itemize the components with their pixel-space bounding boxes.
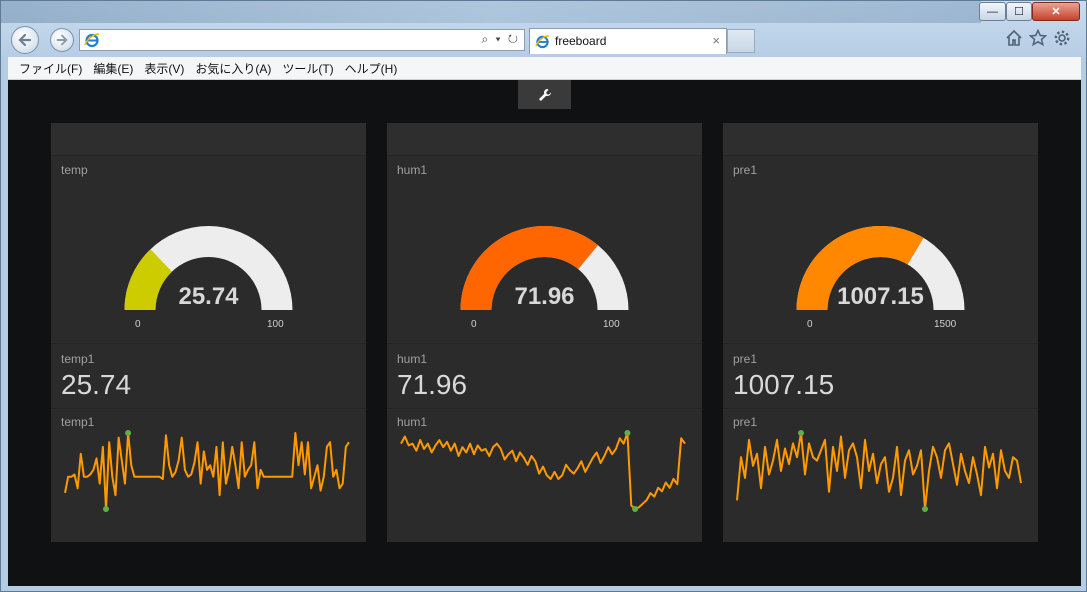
sparkline-title: hum1 — [397, 415, 428, 429]
menu-tools[interactable]: ツール(T) — [282, 61, 334, 76]
gear-icon[interactable] — [1053, 29, 1071, 52]
gauge-max: 100 — [267, 319, 284, 330]
menu-help[interactable]: ヘルプ(H) — [344, 61, 398, 76]
text-value: 71.96 — [397, 369, 468, 400]
gauge-fill — [796, 226, 924, 310]
star-icon[interactable] — [1028, 28, 1048, 52]
pane-header — [723, 123, 1038, 156]
minimize-button[interactable]: — — [979, 2, 1006, 21]
sparkline-hum — [400, 430, 686, 512]
menu-edit[interactable]: 編集(E) — [93, 61, 134, 76]
gauge-hum — [460, 226, 629, 310]
sparkline-max-marker — [798, 430, 804, 436]
freeboard-page: temp 25.74 0 100 temp1 25.74 temp1 hum1 … — [8, 80, 1081, 586]
sparkline-max-marker — [624, 430, 631, 436]
gauge-temp — [124, 226, 293, 310]
gauge-min: 0 — [807, 319, 813, 330]
sparkline-temp — [64, 430, 350, 512]
menu-bar: ファイル(F) 編集(E) 表示(V) お気に入り(A) ツール(T) ヘルプ(… — [8, 57, 1081, 80]
gauge-max: 100 — [603, 319, 620, 330]
gauge-min: 0 — [471, 319, 477, 330]
gauge-track — [124, 226, 293, 310]
sparkline-title: pre1 — [733, 415, 758, 429]
gauge-title: pre1 — [733, 163, 758, 177]
sparkline-max-marker — [125, 430, 132, 436]
gauge-title: hum1 — [397, 163, 428, 177]
gauge-value: 25.74 — [178, 283, 239, 310]
divider — [387, 408, 702, 409]
maximize-button[interactable]: ☐ — [1006, 2, 1032, 21]
sparkline-pre — [736, 430, 1022, 512]
text-title: pre1 — [733, 352, 758, 366]
divider — [387, 343, 702, 344]
tab-close-icon[interactable]: × — [712, 33, 720, 48]
sparkline-series — [736, 432, 1022, 510]
menu-view[interactable]: 表示(V) — [144, 61, 185, 76]
pane-hum: hum1 71.96 0 100 hum1 71.96 hum1 — [387, 123, 702, 542]
text-value: 1007.15 — [733, 369, 835, 400]
gauge-value: 71.96 — [514, 283, 575, 310]
divider — [723, 408, 1038, 409]
menu-file[interactable]: ファイル(F) — [19, 61, 83, 76]
gauge-min: 0 — [135, 319, 141, 330]
forward-button[interactable] — [50, 28, 74, 52]
address-bar[interactable]: ⌕ ▾ ↻ — [79, 29, 525, 51]
text-title: hum1 — [397, 352, 428, 366]
gauge-max: 1500 — [934, 319, 957, 330]
back-button[interactable] — [11, 26, 39, 54]
gauge-title: temp — [61, 163, 88, 177]
sparkline-min-marker — [922, 506, 928, 512]
new-tab-button[interactable] — [727, 29, 755, 53]
wrench-icon — [538, 88, 551, 101]
divider — [51, 408, 366, 409]
ie-logo-icon — [84, 33, 100, 48]
arrow-right-icon — [56, 34, 68, 46]
ie-logo-icon — [535, 35, 550, 49]
close-button[interactable]: ✕ — [1032, 2, 1080, 21]
divider — [51, 343, 366, 344]
gauge-fill — [460, 226, 598, 310]
divider — [723, 343, 1038, 344]
gauge-fill — [124, 249, 172, 310]
arrow-left-icon — [18, 33, 32, 47]
sparkline-min-marker — [103, 506, 110, 512]
gauge-pre — [796, 226, 965, 310]
sparkline-series — [400, 432, 686, 510]
sparkline-series — [64, 432, 350, 510]
menu-favorites[interactable]: お気に入り(A) — [195, 61, 272, 76]
text-title: temp1 — [61, 352, 95, 366]
settings-toggle-button[interactable] — [518, 80, 571, 109]
pane-header — [51, 123, 366, 156]
home-icon[interactable] — [1005, 29, 1023, 52]
tab-freeboard[interactable]: freeboard × — [529, 28, 727, 54]
text-value: 25.74 — [61, 369, 132, 400]
gauge-value: 1007.15 — [837, 283, 924, 310]
pane-temp: temp 25.74 0 100 temp1 25.74 temp1 — [51, 123, 366, 542]
pane-header — [387, 123, 702, 156]
sparkline-title: temp1 — [61, 415, 95, 429]
address-tools[interactable]: ⌕ ▾ ↻ — [481, 32, 520, 46]
sparkline-min-marker — [632, 506, 639, 512]
title-bar — [1, 1, 981, 23]
tab-title: freeboard — [555, 34, 607, 48]
pane-pre: pre1 1007.15 0 1500 pre1 1007.15 pre1 — [723, 123, 1038, 542]
